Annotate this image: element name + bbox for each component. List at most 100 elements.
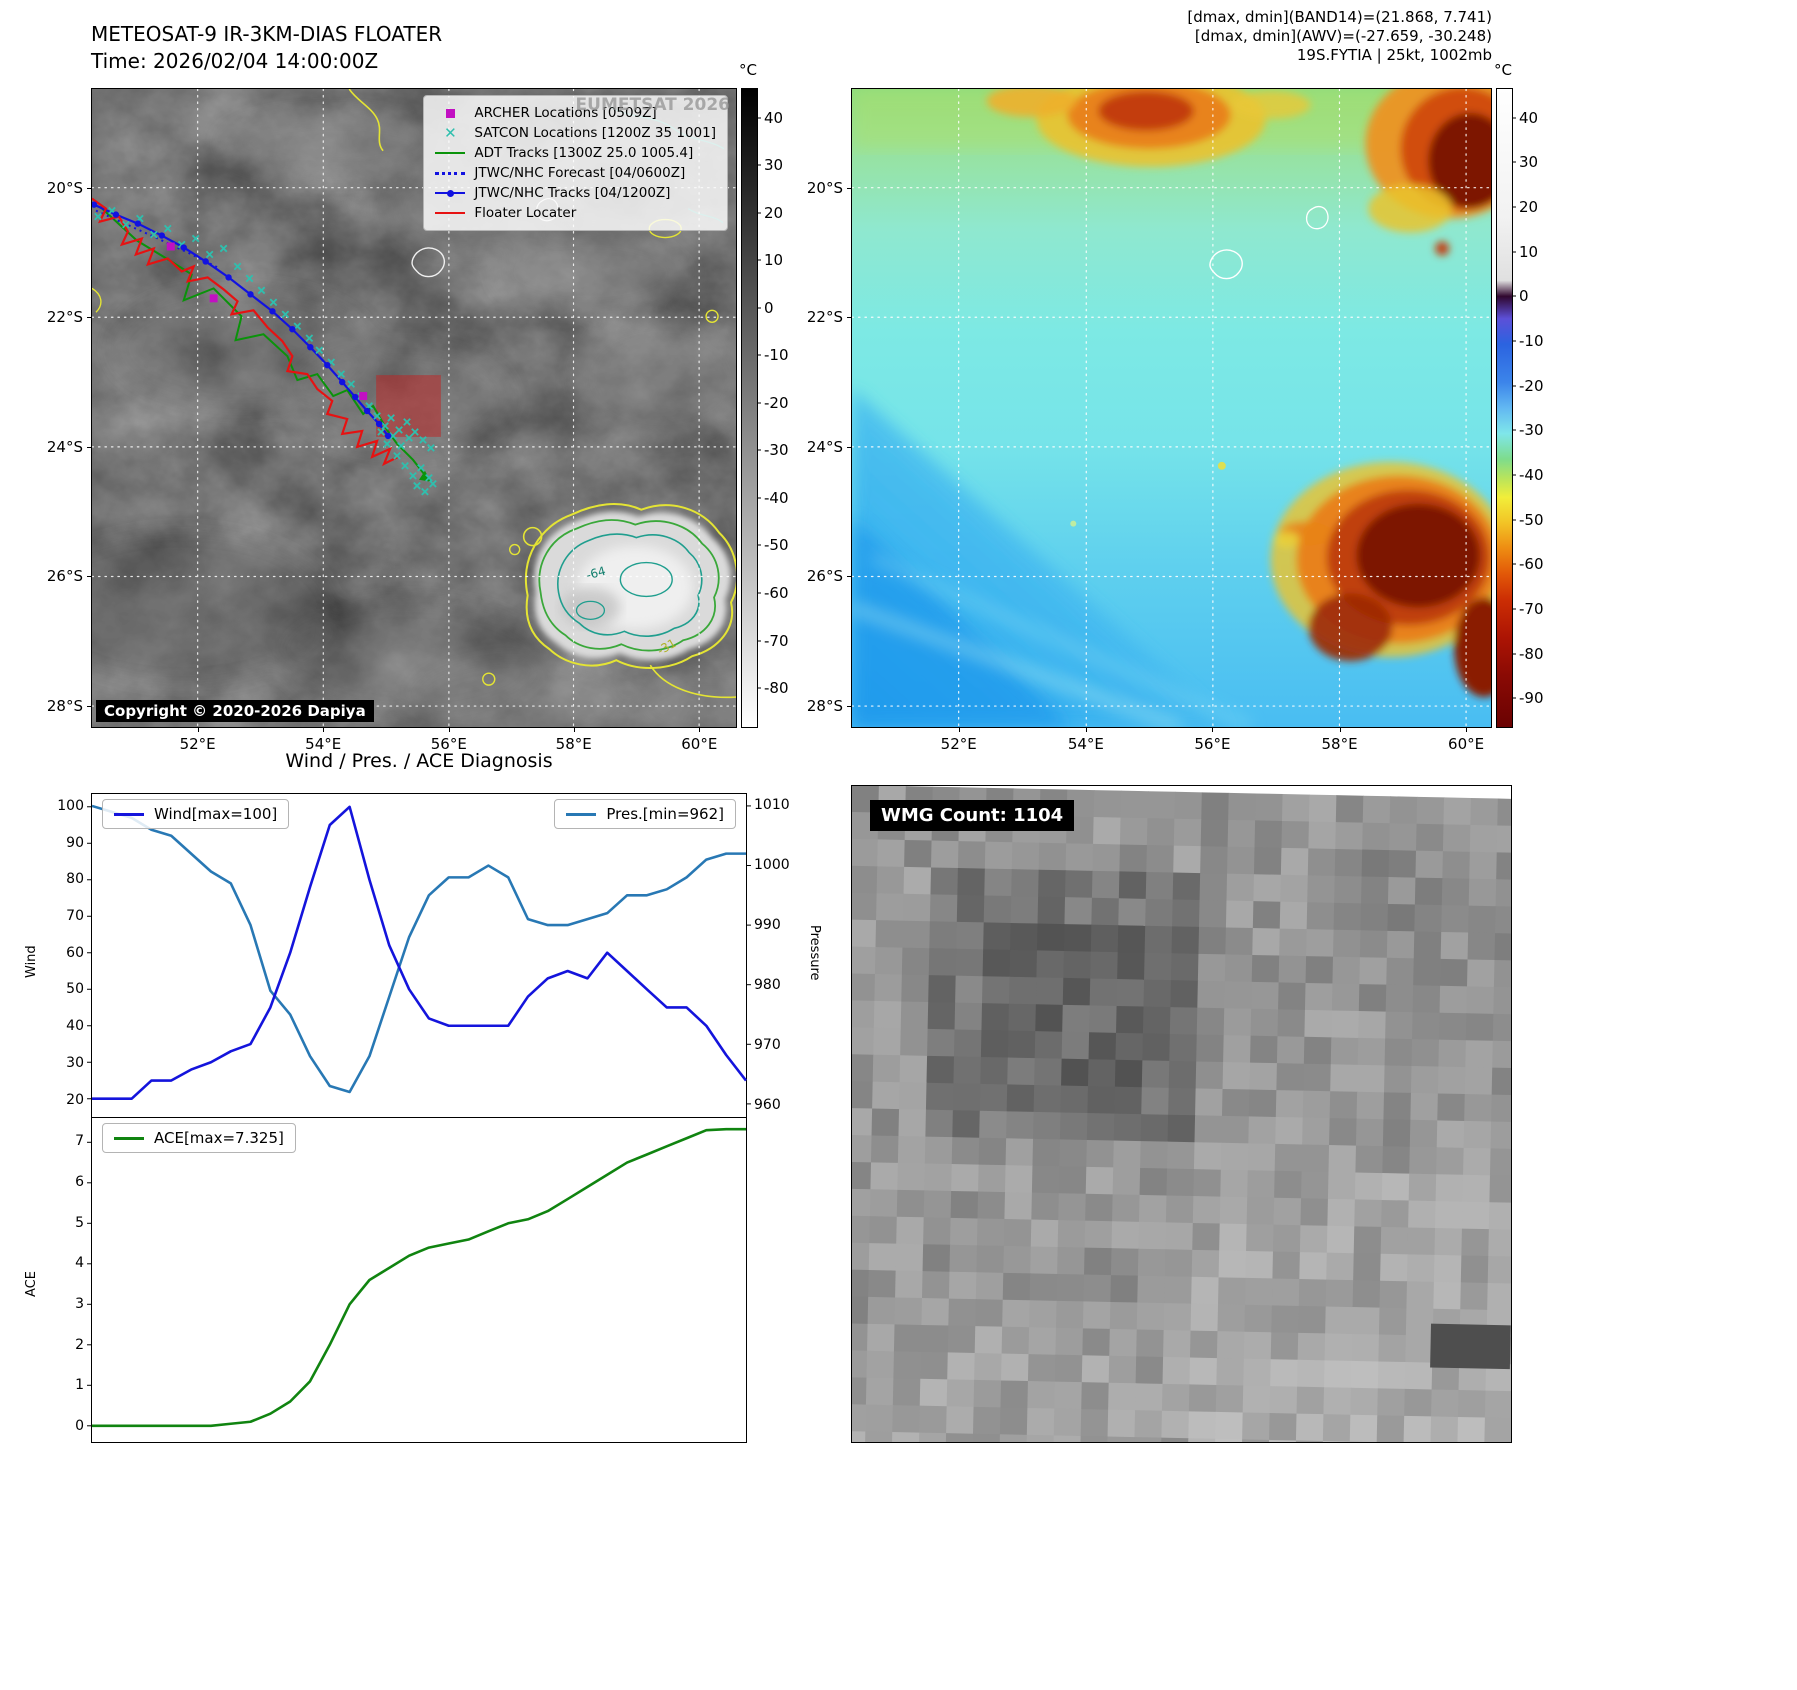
archer-square-icon bbox=[435, 108, 465, 118]
colorbar-tick-label: -70 bbox=[1519, 599, 1544, 618]
pressure-series-line bbox=[91, 804, 746, 1094]
ir-panel-time: Time: 2026/02/04 14:00:00Z bbox=[91, 49, 379, 73]
colorbar-tick-mark bbox=[757, 354, 761, 356]
colorbar-tick-label: -80 bbox=[764, 679, 789, 698]
x-tick-label: 58°E bbox=[1321, 735, 1358, 753]
legend-label: Floater Locater bbox=[474, 205, 577, 221]
y-tick-label: 90 bbox=[66, 834, 84, 851]
x-tick-label: 54°E bbox=[305, 735, 342, 753]
enh-colorbar-unit: °C bbox=[1494, 61, 1512, 79]
ace-line-icon bbox=[114, 1136, 144, 1140]
legend-item-adt: ADT Tracks [1300Z 25.0 1005.4] bbox=[435, 143, 716, 163]
colorbar-tick-label: -40 bbox=[1519, 465, 1544, 484]
x-tick-label: 60°E bbox=[681, 735, 718, 753]
colorbar-tick-label: 10 bbox=[1519, 242, 1539, 261]
legend-label: ARCHER Locations [0509Z] bbox=[474, 105, 657, 121]
y-tick-label: 7 bbox=[75, 1133, 84, 1150]
y-tick-label: 20°S bbox=[46, 178, 83, 197]
colorbar-tick-mark bbox=[757, 449, 761, 451]
x-tick-label: 52°E bbox=[179, 735, 216, 753]
colorbar-tick-label: 30 bbox=[1519, 153, 1539, 172]
ace-chart: ACE[max=7.325] 0 1 2 3 4 5 6 7 bbox=[75, 1117, 747, 1443]
wind-legend-label: Wind[max=100] bbox=[154, 805, 278, 823]
y-tick-label: 20 bbox=[66, 1091, 84, 1108]
y-tick-mark bbox=[847, 187, 852, 189]
colorbar-tick-label: -50 bbox=[764, 536, 789, 555]
wind-line-icon bbox=[114, 812, 144, 816]
ace-legend: ACE[max=7.325] bbox=[102, 1123, 296, 1153]
colorbar-tick-mark bbox=[1512, 117, 1516, 119]
x-tick-label: 56°E bbox=[1194, 735, 1231, 753]
jtwc-line-dot-icon bbox=[435, 189, 466, 197]
legend-label: SATCON Locations [1200Z 35 1001] bbox=[474, 125, 716, 141]
x-tick-label: 60°E bbox=[1448, 735, 1485, 753]
wmg-mosaic-image bbox=[852, 786, 1511, 1442]
ace-series-line bbox=[92, 1127, 746, 1428]
colorbar-tick-label: 10 bbox=[764, 251, 784, 270]
y-tick-label: 5 bbox=[75, 1214, 84, 1231]
y-tick-label: 26°S bbox=[806, 567, 843, 586]
y-tick-label: 26°S bbox=[46, 567, 83, 586]
y-tick-label: 1010 bbox=[754, 796, 790, 813]
wind-pressure-chart: Wind[max=100] Pres.[min=962] 20 30 40 50 60 7… bbox=[57, 793, 790, 1118]
contour-label-64: -64 bbox=[585, 564, 607, 583]
x-tick-label: 54°E bbox=[1067, 735, 1104, 753]
colorbar-tick-mark bbox=[757, 497, 761, 499]
legend-item-jtwc-tracks: JTWC/NHC Tracks [04/1200Z] bbox=[435, 183, 716, 203]
dmax-band14-line: [dmax, dmin](BAND14)=(21.868, 7.741) bbox=[1187, 8, 1492, 26]
y-tick-mark bbox=[847, 705, 852, 707]
colorbar-tick-label: 30 bbox=[764, 156, 784, 175]
colorbar-tick-mark bbox=[757, 117, 761, 119]
y-tick-label: 1000 bbox=[754, 856, 790, 873]
legend-item-jtwc-forecast: JTWC/NHC Forecast [04/0600Z] bbox=[435, 163, 716, 183]
colorbar-tick-label: -60 bbox=[1519, 555, 1544, 574]
ir-colorbar-unit: °C bbox=[739, 61, 757, 79]
ace-axis-label: ACE bbox=[24, 1271, 39, 1297]
colorbar-tick-mark bbox=[757, 164, 761, 166]
colorbar-tick-label: -90 bbox=[1519, 689, 1544, 708]
y-tick-label: 3 bbox=[75, 1295, 84, 1312]
latlon-grid bbox=[852, 89, 1491, 727]
island-outline-reunion bbox=[411, 247, 446, 278]
enh-header: [dmax, dmin](BAND14)=(21.868, 7.741) [dm… bbox=[1100, 8, 1492, 65]
x-tick-mark bbox=[699, 727, 701, 732]
adt-line-icon bbox=[435, 152, 466, 154]
y-tick-label: 28°S bbox=[806, 696, 843, 715]
colorbar-tick-label: 40 bbox=[764, 108, 784, 127]
y-tick-label: 60 bbox=[66, 944, 84, 961]
floater-track-line bbox=[92, 197, 399, 467]
y-tick-mark bbox=[87, 317, 92, 319]
island-outline-reunion bbox=[1209, 249, 1243, 280]
colorbar-tick-label: -30 bbox=[1519, 421, 1544, 440]
legend-label: JTWC/NHC Forecast [04/0600Z] bbox=[474, 165, 686, 181]
y-tick-label: 24°S bbox=[806, 437, 843, 456]
x-tick-mark bbox=[1212, 727, 1214, 732]
colorbar-tick-label: 0 bbox=[1519, 287, 1529, 306]
x-tick-mark bbox=[958, 727, 960, 732]
y-tick-label: 960 bbox=[754, 1096, 781, 1113]
wind-pressure-plot bbox=[87, 804, 751, 1105]
enhanced-ir-map: 52°E 54°E 56°E 58°E 60°E 20°S 22°S 24°S 26°S 28°S bbox=[807, 88, 1492, 753]
wind-legend: Wind[max=100] bbox=[102, 799, 290, 829]
island-outline-mauritius bbox=[1305, 205, 1329, 230]
colorbar-tick-label: -30 bbox=[764, 441, 789, 460]
colorbar-tick-mark bbox=[1512, 519, 1516, 521]
x-tick-mark bbox=[323, 727, 325, 732]
colorbar-tick-label: -50 bbox=[1519, 510, 1544, 529]
x-tick-mark bbox=[1085, 727, 1087, 732]
colorbar-tick-label: 40 bbox=[1519, 108, 1539, 127]
x-tick-label: 56°E bbox=[430, 735, 467, 753]
y-tick-mark bbox=[847, 446, 852, 448]
y-tick-mark bbox=[847, 576, 852, 578]
x-tick-label: 52°E bbox=[940, 735, 977, 753]
y-tick-label: 24°S bbox=[46, 437, 83, 456]
wmg-image-panel: WMG Count: 1104 bbox=[851, 785, 1512, 1443]
enh-colorbar: 40 30 20 10 0 -10 -20 -30 -40 -50 -60 -70 -80 -90 bbox=[1496, 88, 1544, 728]
cyan-streaks bbox=[852, 553, 1253, 727]
colorbar-tick-label: 20 bbox=[764, 203, 784, 222]
colorbar-tick-mark bbox=[757, 212, 761, 214]
colorbar-tick-label: 20 bbox=[1519, 198, 1539, 217]
deep-convection-blob-east bbox=[1270, 461, 1491, 698]
y-tick-label: 100 bbox=[57, 797, 84, 814]
y-tick-mark bbox=[847, 317, 852, 319]
